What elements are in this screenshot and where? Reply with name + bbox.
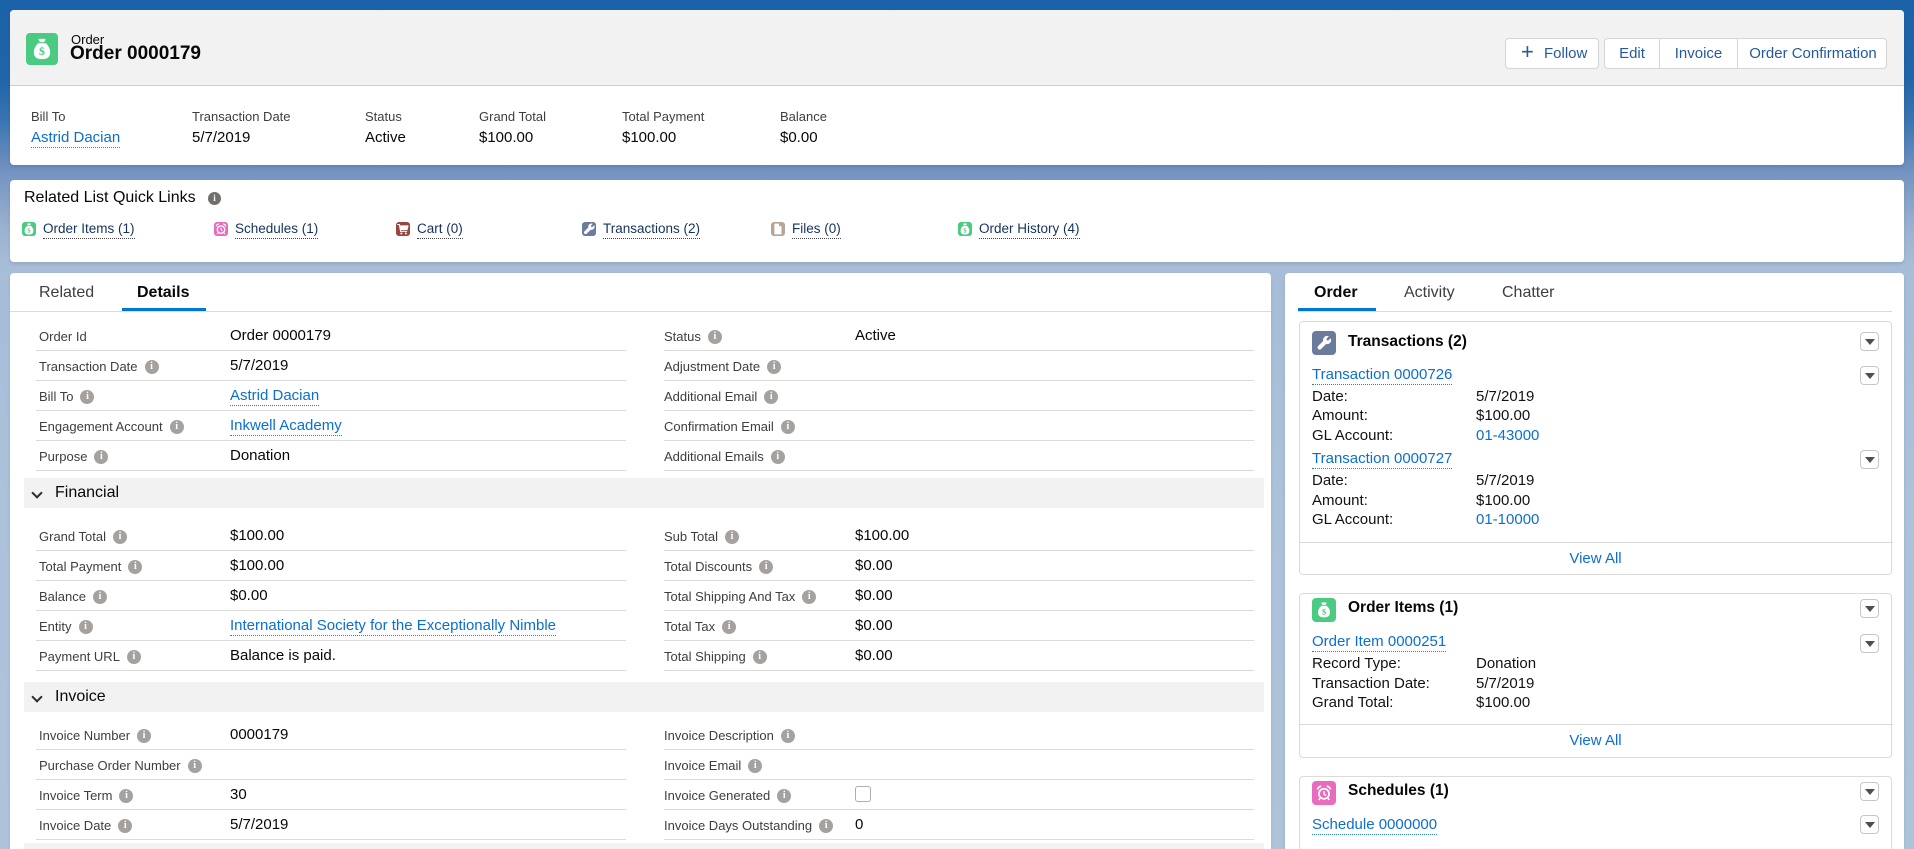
svg-text:$: $ (27, 227, 31, 234)
svg-text:$: $ (963, 227, 967, 234)
svg-text:$: $ (1322, 606, 1327, 616)
svg-text:$: $ (39, 44, 45, 58)
